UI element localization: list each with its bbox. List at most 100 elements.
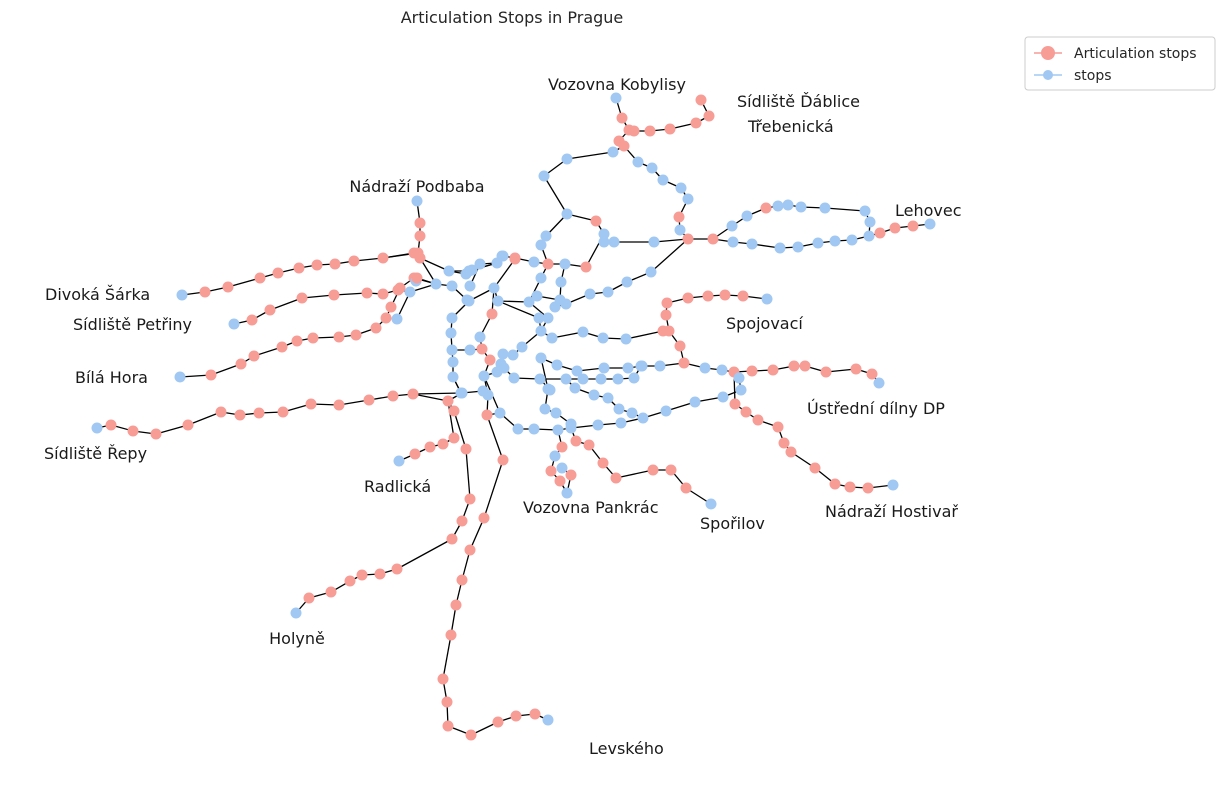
stop-node <box>682 193 694 205</box>
label-spojovaci: Spojovací <box>726 314 803 333</box>
articulation-stop-node <box>460 443 472 455</box>
edge <box>566 151 614 160</box>
stop-node <box>474 258 486 270</box>
stop-node <box>531 290 543 302</box>
articulation-stop-node <box>702 290 714 302</box>
stop-node <box>535 325 547 337</box>
stop-node <box>637 412 649 424</box>
articulation-stop-node <box>486 308 498 320</box>
stop-node <box>569 382 581 394</box>
articulation-stop-node <box>565 469 577 481</box>
articulation-stop-node <box>820 366 832 378</box>
stop-node <box>497 348 509 360</box>
stop-node <box>228 318 240 330</box>
articulation-stop-node <box>874 227 886 239</box>
articulation-stop-node <box>407 388 419 400</box>
stop-node <box>717 391 729 403</box>
articulation-stop-node <box>618 140 630 152</box>
articulation-stop-node <box>583 439 595 451</box>
stop-node <box>924 218 936 230</box>
articulation-stop-node <box>729 398 741 410</box>
articulation-stop-node <box>719 289 731 301</box>
articulation-stop-node <box>844 481 856 493</box>
edge <box>412 393 449 402</box>
articulation-stop-node <box>450 599 462 611</box>
articulation-stop-node <box>465 729 477 741</box>
stop-node <box>561 487 573 499</box>
stop-node <box>554 294 566 306</box>
articulation-stop-node <box>248 350 260 362</box>
articulation-stop-node <box>740 406 752 418</box>
stop-node <box>404 286 416 298</box>
articulation-stop-node <box>674 340 686 352</box>
articulation-stop-node <box>311 259 323 271</box>
articulation-stop-node <box>412 247 424 259</box>
edge <box>625 330 664 340</box>
stop-node <box>542 714 554 726</box>
edge <box>447 400 455 439</box>
label-divoka-sarka: Divoká Šárka <box>45 285 150 304</box>
stop-node <box>523 296 535 308</box>
chart-title: Articulation Stops in Prague <box>401 8 624 27</box>
articulation-stop-node <box>385 301 397 313</box>
articulation-stop-node <box>664 123 676 135</box>
articulation-stop-node <box>785 446 797 458</box>
stop-node <box>588 389 600 401</box>
stop-node <box>859 205 871 217</box>
articulation-stop-node <box>424 441 436 453</box>
stop-node <box>615 417 627 429</box>
articulation-stop-node <box>746 365 758 377</box>
articulation-stop-node <box>695 94 707 106</box>
articulation-stop-node <box>394 282 406 294</box>
articulation-stop-node <box>772 421 784 433</box>
label-trebenicka: Třebenická <box>747 117 834 136</box>
legend-marker-stops <box>1043 70 1053 80</box>
stop-node <box>628 372 640 384</box>
articulation-stop-node <box>907 220 919 232</box>
label-sidliste-repy: Sídliště Řepy <box>44 444 147 463</box>
stop-node <box>492 295 504 307</box>
stop-node <box>746 238 758 250</box>
label-layer: Vozovna Kobylisy Sídliště Ďáblice Třeben… <box>44 75 962 758</box>
stop-node <box>577 326 589 338</box>
articulation-stop-node <box>590 215 602 227</box>
stop-node <box>176 289 188 301</box>
articulation-stop-node <box>850 363 862 375</box>
stop-node <box>646 162 658 174</box>
articulation-stop-node <box>464 544 476 556</box>
stop-node <box>498 362 510 374</box>
articulation-stop-node <box>414 230 426 242</box>
articulation-stop-node <box>446 533 458 545</box>
stop-node <box>733 372 745 384</box>
articulation-stop-node <box>542 258 554 270</box>
edge <box>412 392 463 395</box>
articulation-stop-node <box>363 394 375 406</box>
stop-node <box>812 237 824 249</box>
articulation-stop-node <box>448 432 460 444</box>
label-nadrazi-podbaba: Nádraží Podbaba <box>349 177 484 196</box>
articulation-stop-node <box>328 289 340 301</box>
articulation-stop-node <box>678 357 690 369</box>
node-layer <box>91 92 936 741</box>
stop-node <box>571 365 583 377</box>
articulation-stop-node <box>307 332 319 344</box>
articulation-stop-node <box>673 211 685 223</box>
stop-node <box>660 405 672 417</box>
articulation-stop-node <box>277 406 289 418</box>
stop-node <box>561 208 573 220</box>
articulation-stop-node <box>348 255 360 267</box>
label-sporilov: Spořilov <box>700 514 765 533</box>
articulation-stop-node <box>661 297 673 309</box>
articulation-stop-node <box>182 419 194 431</box>
stop-node <box>792 241 804 253</box>
edge <box>824 207 866 212</box>
articulation-stop-node <box>293 262 305 274</box>
articulation-stop-node <box>663 325 675 337</box>
articulation-stop-node <box>253 407 265 419</box>
stop-node <box>632 156 644 168</box>
articulation-stop-node <box>647 464 659 476</box>
articulation-stop-node <box>799 360 811 372</box>
articulation-stop-node <box>370 322 382 334</box>
stop-node <box>556 462 568 474</box>
stop-node <box>494 407 506 419</box>
